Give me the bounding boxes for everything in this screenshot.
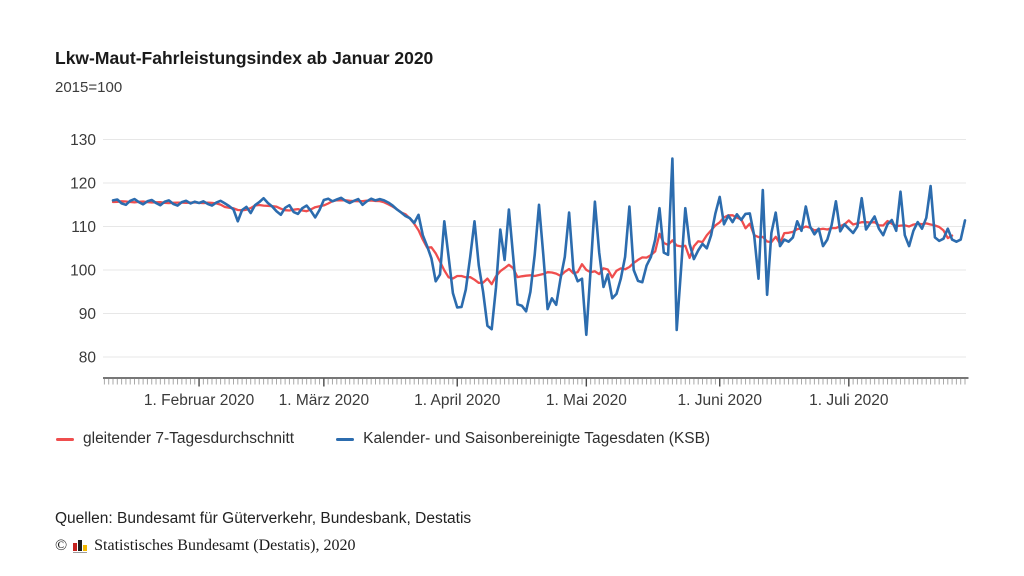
page-subtitle: 2015=100: [55, 79, 123, 96]
sources-text: Quellen: Bundesamt für Güterverkehr, Bun…: [55, 510, 472, 527]
svg-text:1. Februar 2020: 1. Februar 2020: [144, 392, 255, 409]
svg-text:1. April 2020: 1. April 2020: [414, 392, 501, 409]
svg-text:110: 110: [71, 219, 96, 236]
legend-item-moving-average: gleitender 7-Tagesdurchschnitt: [56, 430, 294, 448]
svg-text:100: 100: [70, 263, 96, 280]
legend-label: gleitender 7-Tagesdurchschnitt: [83, 430, 295, 447]
chart-legend: gleitender 7-Tagesdurchschnitt Kalender-…: [56, 430, 710, 448]
svg-text:1. März 2020: 1. März 2020: [279, 392, 370, 409]
blue-line-swatch-icon: [336, 437, 355, 441]
svg-text:130: 130: [70, 132, 96, 149]
svg-text:80: 80: [79, 350, 97, 367]
copyright-line: © Statistisches Bundesamt (Destatis), 20…: [55, 537, 355, 555]
svg-text:1. Juli 2020: 1. Juli 2020: [809, 392, 889, 409]
legend-label: Kalender- und Saisonbereinigte Tagesdate…: [363, 430, 711, 447]
red-line-swatch-icon: [56, 437, 74, 441]
svg-text:90: 90: [79, 306, 97, 323]
svg-text:1. Juni 2020: 1. Juni 2020: [677, 392, 762, 409]
svg-text:1. Mai 2020: 1. Mai 2020: [546, 392, 627, 409]
destatis-logo-icon: [73, 539, 88, 553]
legend-item-daily-data: Kalender- und Saisonbereinigte Tagesdate…: [336, 430, 710, 448]
copyright-text: Statistisches Bundesamt (Destatis), 2020: [94, 537, 356, 554]
copyright-symbol: ©: [55, 537, 68, 554]
page-title: Lkw-Maut-Fahrleistungsindex ab Januar 20…: [55, 48, 434, 68]
svg-text:120: 120: [70, 176, 96, 193]
